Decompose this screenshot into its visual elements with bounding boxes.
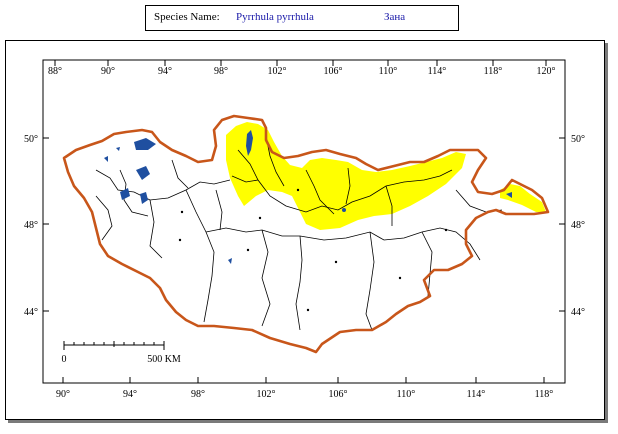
river-line (237, 149, 453, 213)
species-name-value: Pyrrhula pyrrhula (236, 11, 314, 23)
side-tick-marks (43, 137, 565, 312)
river-line (231, 175, 259, 183)
bottom-lon-label: 102° (257, 389, 276, 400)
top-lon-label: 114° (428, 66, 447, 77)
local-species-name: Зана (384, 11, 406, 23)
river-line (385, 185, 393, 226)
right-lat-label: 48° (571, 220, 585, 231)
lake-khyargas (136, 166, 150, 180)
lake-small (116, 147, 120, 151)
range-east-patch (500, 184, 546, 212)
top-lon-label: 88° (48, 66, 62, 77)
right-lat-label: 44° (571, 307, 585, 318)
species-name-label: Species Name: (154, 11, 220, 23)
country-border (62, 114, 550, 354)
species-header: Species Name: Pyrrhula pyrrhula Зана (145, 5, 459, 31)
lake-buir (506, 192, 512, 198)
internal-lines (95, 135, 503, 331)
latitude-labels: 50° 48° 44° 50° 48° 44° (24, 134, 585, 318)
settlement-dot (180, 210, 184, 214)
scale-end-label: 500 KM (147, 354, 181, 365)
river-line (119, 169, 149, 217)
bottom-lon-label: 106° (329, 389, 348, 400)
lake-small (228, 258, 232, 264)
lake-khar (140, 192, 148, 204)
settlements (178, 188, 448, 312)
top-lon-label: 110° (379, 66, 398, 77)
boundary-line (365, 231, 375, 331)
settlement-dot (296, 188, 300, 192)
settlement-dot (398, 276, 402, 280)
scale-start-label: 0 (62, 354, 67, 365)
right-lat-label: 50° (571, 134, 585, 145)
lakes (104, 130, 512, 264)
left-lat-label: 44° (24, 307, 38, 318)
top-lon-label: 118° (484, 66, 503, 77)
river-line (171, 159, 189, 189)
bottom-lon-label: 90° (56, 389, 70, 400)
top-tick-marks (54, 60, 547, 66)
species-range (226, 122, 546, 230)
river-line (95, 195, 113, 241)
scale-bar: 0 500 KM (62, 341, 181, 365)
top-lon-label: 120° (537, 66, 556, 77)
bottom-lon-label: 110° (397, 389, 416, 400)
settlement-dot (258, 216, 262, 220)
top-lon-label: 90° (101, 66, 115, 77)
boundary-line (205, 227, 300, 237)
settlement-dot (306, 308, 310, 312)
boundary-line (421, 231, 433, 297)
settlement-dot (246, 248, 250, 252)
bottom-lon-label: 98° (191, 389, 205, 400)
lake-khar-us (120, 188, 130, 200)
boundary-line (95, 169, 231, 201)
top-lon-label: 98° (214, 66, 228, 77)
boundary-line (295, 235, 303, 331)
map-neatline (42, 59, 566, 384)
river-line (305, 169, 335, 215)
top-lon-label: 94° (158, 66, 172, 77)
range-main-area (226, 122, 466, 230)
bottom-tick-marks (62, 377, 545, 383)
lake-uvs (134, 138, 156, 150)
bottom-longitude-labels: 90° 94° 98° 102° 106° 110° 114° 118° (56, 389, 553, 400)
left-lat-label: 50° (24, 134, 38, 145)
left-lat-label: 48° (24, 220, 38, 231)
lake-small (342, 208, 346, 212)
boundary-line (185, 189, 215, 323)
settlement-dot (178, 238, 182, 242)
river-line (345, 167, 351, 205)
lake-small (104, 156, 108, 162)
bottom-lon-label: 114° (467, 389, 486, 400)
bottom-lon-label: 94° (123, 389, 137, 400)
boundary-line (383, 227, 481, 261)
river-line (215, 189, 223, 231)
top-lon-label: 102° (268, 66, 287, 77)
top-longitude-labels: 88° 90° 94° 98° 102° 106° 110° 114° 118°… (48, 66, 556, 77)
bottom-lon-label: 118° (535, 389, 554, 400)
map-frame (5, 40, 605, 420)
boundary-line (299, 231, 385, 241)
lake-khuvsgul (246, 130, 253, 156)
settlement-dot (444, 228, 448, 232)
top-lon-label: 106° (324, 66, 343, 77)
settlement-dot (334, 260, 338, 264)
boundary-line (261, 229, 271, 327)
scale-ticks (63, 341, 165, 350)
boundary-line (149, 199, 163, 259)
